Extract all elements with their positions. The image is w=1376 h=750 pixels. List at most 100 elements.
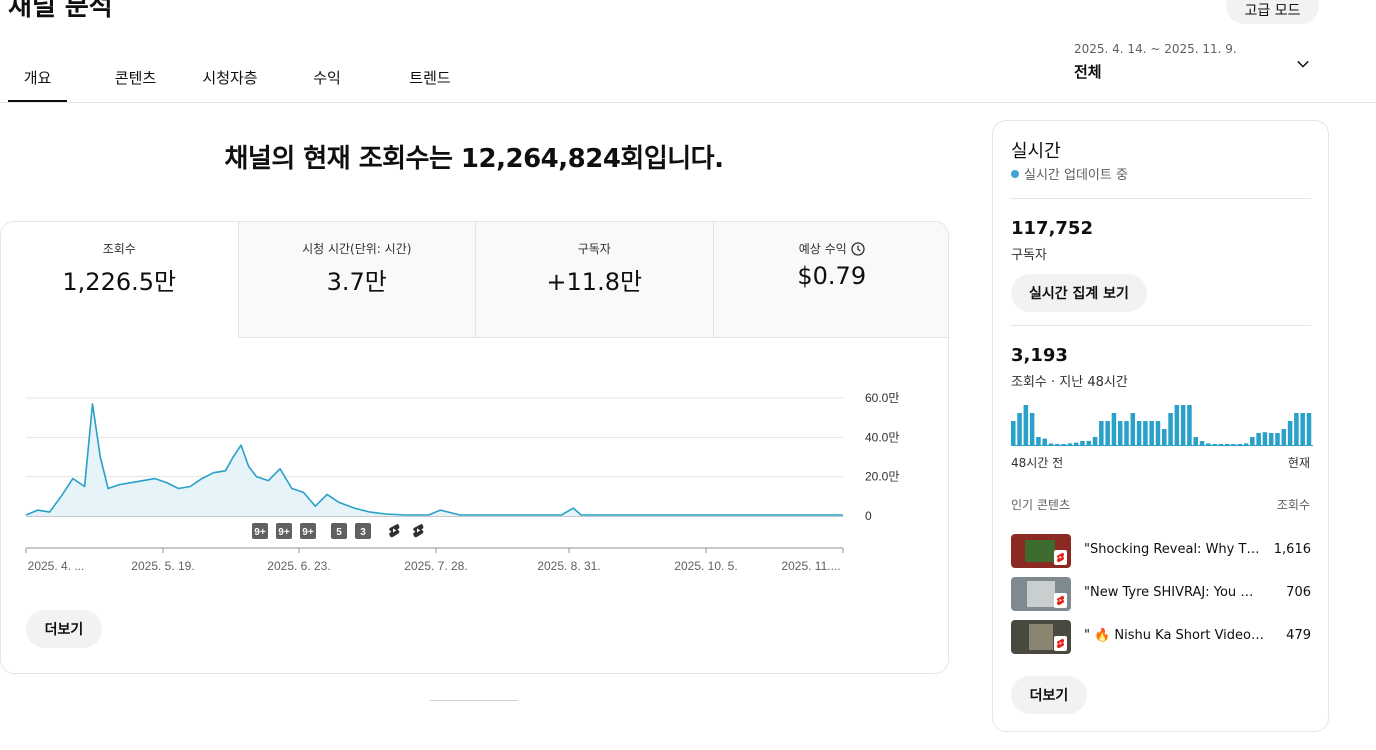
popular-content-row[interactable]: "Shocking Reveal: Why Th... 1,616 — [1011, 534, 1311, 568]
metric-tabs: 조회수 1,226.5만 시청 시간(단위: 시간) 3.7만 구독자 +11.… — [1, 222, 948, 338]
video-thumbnail[interactable] — [1011, 534, 1071, 568]
tab-content[interactable]: 콘텐츠 — [114, 68, 157, 87]
video-thumbnail[interactable] — [1011, 577, 1071, 611]
popular-content-title[interactable]: " 🔥 Nishu Ka Short Video ... — [1084, 628, 1264, 643]
realtime-bar[interactable] — [1073, 442, 1079, 445]
realtime-bar[interactable] — [1143, 421, 1148, 445]
upload-marker[interactable]: 9+ — [300, 523, 316, 539]
realtime-bar[interactable] — [1287, 421, 1293, 445]
date-range-selection[interactable]: 전체 — [1074, 63, 1102, 81]
tab-revenue[interactable]: 수익 — [313, 68, 341, 87]
tab-audience[interactable]: 시청자층 — [202, 68, 258, 87]
realtime-bar[interactable] — [1036, 437, 1041, 445]
page-title: 채널 분석 — [8, 0, 113, 22]
realtime-bar[interactable] — [1218, 444, 1224, 445]
overview-card: 조회수 1,226.5만 시청 시간(단위: 시간) 3.7만 구독자 +11.… — [0, 221, 949, 674]
realtime-bar[interactable] — [1117, 421, 1123, 445]
realtime-bar[interactable] — [1086, 441, 1092, 445]
realtime-bar[interactable] — [1011, 421, 1016, 445]
popular-content-views: 1,616 — [1273, 542, 1311, 557]
realtime-status-text: 실시간 업데이트 중 — [1024, 168, 1128, 183]
x-tick-label: 2025. 7. 28. — [404, 559, 467, 573]
realtime-bar[interactable] — [1250, 437, 1255, 445]
thumbnail-image — [1029, 624, 1053, 650]
realtime-bar[interactable] — [1168, 413, 1173, 445]
realtime-bar[interactable] — [1243, 443, 1249, 445]
metric-value: 1,226.5만 — [62, 268, 177, 296]
realtime-bar[interactable] — [1187, 405, 1192, 445]
realtime-bar[interactable] — [1262, 432, 1268, 445]
realtime-bar-chart[interactable] — [1011, 404, 1313, 446]
realtime-bar[interactable] — [1023, 405, 1029, 445]
realtime-bar[interactable] — [1042, 438, 1047, 445]
upload-marker[interactable]: 3 — [355, 523, 371, 539]
realtime-bar[interactable] — [1275, 433, 1280, 445]
metric-subscribers[interactable]: 구독자 +11.8만 — [475, 222, 713, 338]
realtime-bar[interactable] — [1124, 421, 1129, 445]
realtime-view-button[interactable]: 실시간 집계 보기 — [1011, 274, 1147, 312]
realtime-bar[interactable] — [1136, 421, 1142, 445]
realtime-bar[interactable] — [1130, 413, 1136, 445]
more-button[interactable]: 더보기 — [26, 610, 102, 648]
shorts-icon[interactable] — [413, 524, 424, 538]
realtime-bar[interactable] — [1193, 437, 1198, 445]
realtime-bar[interactable] — [1155, 421, 1161, 445]
date-range-text[interactable]: 2025. 4. 14. ~ 2025. 11. 9. — [1074, 42, 1237, 56]
realtime-bar[interactable] — [1268, 433, 1274, 445]
channel-views-headline: 채널의 현재 조회수는 12,264,824회입니다. — [224, 144, 724, 174]
realtime-title: 실시간 — [1011, 141, 1061, 162]
realtime-bar[interactable] — [1199, 441, 1205, 445]
realtime-bar[interactable] — [1029, 413, 1035, 445]
realtime-bar[interactable] — [1061, 444, 1066, 445]
realtime-bar[interactable] — [1212, 444, 1217, 445]
advanced-mode-button[interactable]: 고급 모드 — [1226, 0, 1319, 24]
realtime-bar[interactable] — [1048, 443, 1054, 445]
upload-marker[interactable]: 9+ — [252, 523, 268, 539]
metric-watch-time[interactable]: 시청 시간(단위: 시간) 3.7만 — [237, 222, 475, 338]
chevron-down-icon[interactable] — [1294, 55, 1312, 73]
realtime-bar[interactable] — [1294, 413, 1299, 445]
metric-revenue[interactable]: 예상 수익 $0.79 — [712, 222, 948, 338]
views-chart[interactable]: 60.0만 40.0만 20.0만 0 9+ 9+ 9+ 5 3 2025. 4. ... 2025… — [1, 338, 948, 598]
realtime-bar[interactable] — [1224, 444, 1230, 445]
upload-marker[interactable]: 9+ — [276, 523, 292, 539]
popular-content-row[interactable]: " 🔥 Nishu Ka Short Video ... 479 — [1011, 620, 1311, 654]
tab-bar: 개요 콘텐츠 시청자층 수익 트렌드 — [0, 52, 453, 102]
realtime-bar[interactable] — [1111, 413, 1117, 445]
popular-content-title[interactable]: "New Tyre SHIVRAJ: You W... — [1084, 585, 1264, 600]
realtime-bar[interactable] — [1162, 429, 1167, 445]
realtime-bar[interactable] — [1067, 443, 1073, 445]
realtime-bar[interactable] — [1256, 433, 1261, 445]
realtime-bar[interactable] — [1017, 413, 1022, 445]
upload-marker-count: 9+ — [278, 527, 290, 538]
shorts-icon[interactable] — [389, 524, 400, 538]
realtime-bar[interactable] — [1281, 429, 1287, 445]
realtime-bar[interactable] — [1099, 421, 1104, 445]
realtime-bar[interactable] — [1080, 441, 1085, 445]
realtime-bar[interactable] — [1055, 444, 1060, 445]
subscriber-label: 구독자 — [1011, 248, 1047, 263]
realtime-bar[interactable] — [1231, 444, 1236, 445]
realtime-bar[interactable] — [1149, 421, 1154, 445]
realtime-bar[interactable] — [1092, 437, 1098, 445]
realtime-bar[interactable] — [1206, 443, 1211, 445]
popular-content-views: 706 — [1286, 585, 1311, 600]
tab-overview[interactable]: 개요 — [8, 52, 67, 102]
axis-end-label: 현재 — [1287, 456, 1310, 470]
video-thumbnail[interactable] — [1011, 620, 1071, 654]
realtime-bar[interactable] — [1180, 405, 1186, 445]
realtime-bar[interactable] — [1105, 421, 1110, 445]
realtime-status: 실시간 업데이트 중 — [1011, 164, 1128, 183]
popular-content-title[interactable]: "Shocking Reveal: Why Th... — [1084, 542, 1264, 557]
popular-content-row[interactable]: "New Tyre SHIVRAJ: You W... 706 — [1011, 577, 1311, 611]
realtime-bar[interactable] — [1300, 413, 1305, 445]
realtime-bar[interactable] — [1306, 413, 1312, 445]
tab-trends[interactable]: 트렌드 — [409, 68, 451, 87]
realtime-more-button[interactable]: 더보기 — [1011, 676, 1087, 714]
realtime-bar[interactable] — [1237, 444, 1243, 445]
realtime-bar[interactable] — [1174, 405, 1180, 445]
y-tick-label: 0 — [865, 509, 872, 523]
upload-marker[interactable]: 5 — [331, 523, 347, 539]
metric-views[interactable]: 조회수 1,226.5만 — [1, 222, 238, 338]
